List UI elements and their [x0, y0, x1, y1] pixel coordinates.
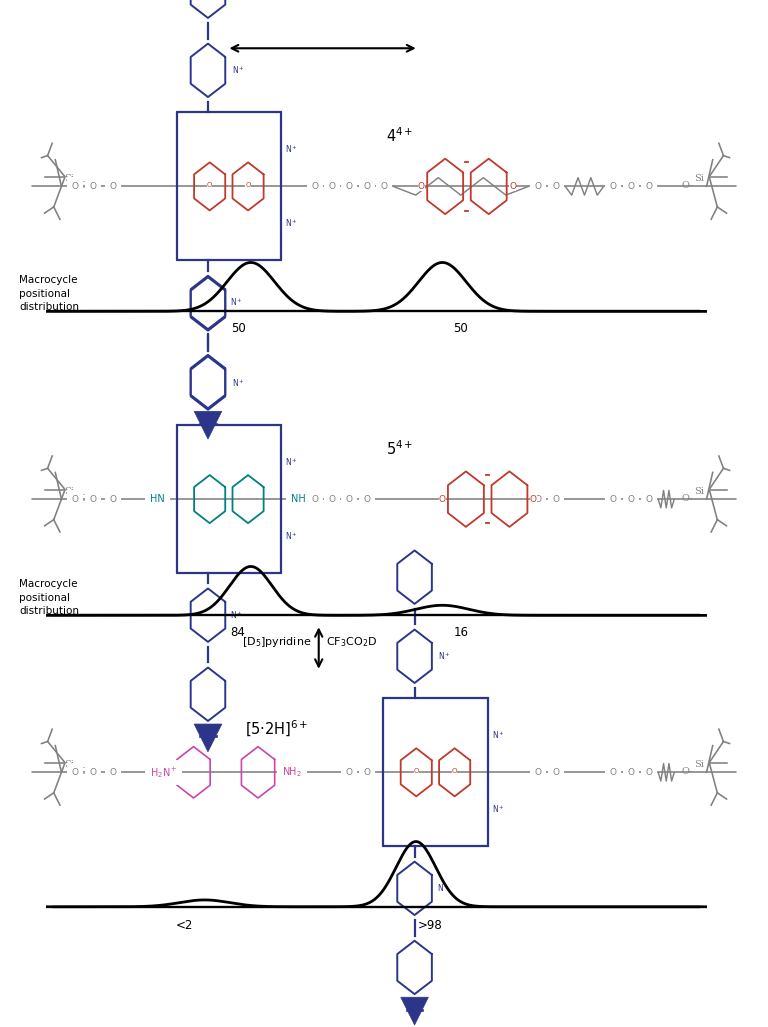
- Text: NH$_2$: NH$_2$: [282, 765, 302, 779]
- Text: <2: <2: [176, 919, 193, 931]
- Polygon shape: [194, 412, 222, 440]
- Text: O: O: [609, 495, 617, 503]
- Text: O: O: [71, 768, 79, 776]
- Text: CF$_3$CO$_2$D: CF$_3$CO$_2$D: [326, 635, 378, 649]
- Text: [5·2H]$^{6+}$: [5·2H]$^{6+}$: [245, 719, 308, 739]
- Text: N$^+$: N$^+$: [285, 530, 298, 542]
- Text: O: O: [380, 182, 388, 191]
- Text: O: O: [414, 768, 419, 774]
- Text: N$^+$: N$^+$: [230, 609, 243, 621]
- Text: N$^+$: N$^+$: [232, 377, 244, 389]
- Text: N$^+$: N$^+$: [439, 650, 451, 662]
- Text: O: O: [328, 182, 336, 191]
- Text: O: O: [109, 495, 117, 503]
- Text: >98: >98: [418, 919, 442, 931]
- Text: O: O: [609, 768, 617, 776]
- Text: O: O: [109, 182, 117, 191]
- Text: Macrocycle
positional
distribution: Macrocycle positional distribution: [19, 579, 79, 616]
- Text: N$^+$: N$^+$: [437, 882, 449, 895]
- Text: O: O: [452, 768, 457, 774]
- Text: Si: Si: [694, 487, 704, 496]
- Polygon shape: [194, 724, 222, 752]
- Polygon shape: [401, 997, 429, 1025]
- Text: Macrocycle
positional
distribution: Macrocycle positional distribution: [19, 275, 79, 312]
- Text: O: O: [346, 182, 353, 191]
- Text: O-: O-: [682, 494, 694, 502]
- Text: -O: -O: [78, 181, 88, 190]
- Text: O: O: [346, 495, 353, 503]
- Text: O: O: [246, 183, 250, 188]
- Text: Si: Si: [65, 760, 74, 769]
- Text: O: O: [534, 182, 541, 191]
- Text: 50: 50: [230, 322, 246, 335]
- Text: O: O: [346, 768, 353, 776]
- Text: H$_2$N$^+$: H$_2$N$^+$: [150, 765, 177, 779]
- Text: O: O: [71, 182, 79, 191]
- Text: O: O: [363, 495, 371, 503]
- Text: -O: -O: [78, 494, 88, 502]
- Text: 50: 50: [453, 322, 468, 335]
- Text: O: O: [627, 495, 635, 503]
- Text: N$^+$: N$^+$: [230, 297, 243, 308]
- Text: 84: 84: [230, 626, 246, 639]
- Text: O: O: [645, 182, 653, 191]
- Text: O: O: [645, 495, 653, 503]
- Text: O: O: [328, 495, 336, 503]
- Text: O: O: [609, 182, 617, 191]
- Text: O: O: [109, 768, 117, 776]
- Text: O: O: [89, 768, 97, 776]
- Text: O-: O-: [682, 181, 694, 190]
- Text: O: O: [627, 768, 635, 776]
- Text: -O: -O: [78, 767, 88, 775]
- Text: O: O: [645, 768, 653, 776]
- Text: O: O: [71, 495, 79, 503]
- Text: O: O: [552, 768, 560, 776]
- Text: 4$^{4+}$: 4$^{4+}$: [386, 126, 413, 145]
- Text: 16: 16: [453, 626, 468, 639]
- Text: N$^+$: N$^+$: [492, 803, 505, 815]
- Text: O-: O-: [682, 767, 694, 775]
- Text: 5$^{4+}$: 5$^{4+}$: [386, 440, 413, 458]
- Text: Si: Si: [694, 175, 704, 183]
- Text: O: O: [311, 182, 319, 191]
- Text: Si: Si: [694, 760, 704, 769]
- Text: O: O: [89, 495, 97, 503]
- Text: [D$_5$]pyridine: [D$_5$]pyridine: [242, 635, 311, 649]
- Text: O: O: [552, 495, 560, 503]
- Text: N$^+$: N$^+$: [492, 729, 505, 741]
- Text: HN: HN: [150, 494, 165, 504]
- Text: O: O: [509, 182, 516, 191]
- Text: NH: NH: [290, 494, 306, 504]
- Text: O: O: [418, 182, 425, 191]
- Text: Si: Si: [65, 175, 74, 183]
- Text: O: O: [627, 182, 635, 191]
- Text: O: O: [363, 768, 371, 776]
- Text: N$^+$: N$^+$: [232, 65, 244, 76]
- Text: O: O: [534, 768, 541, 776]
- Text: O: O: [363, 182, 371, 191]
- Text: O: O: [534, 495, 541, 503]
- Text: O: O: [530, 495, 537, 503]
- Text: O: O: [207, 183, 212, 188]
- Text: O: O: [311, 495, 319, 503]
- Text: O: O: [439, 495, 445, 503]
- Text: O: O: [552, 182, 560, 191]
- Text: Si: Si: [65, 487, 74, 496]
- Text: N$^+$: N$^+$: [285, 456, 298, 468]
- Text: N$^+$: N$^+$: [285, 144, 298, 155]
- Text: N$^+$: N$^+$: [285, 218, 298, 229]
- Text: O: O: [89, 182, 97, 191]
